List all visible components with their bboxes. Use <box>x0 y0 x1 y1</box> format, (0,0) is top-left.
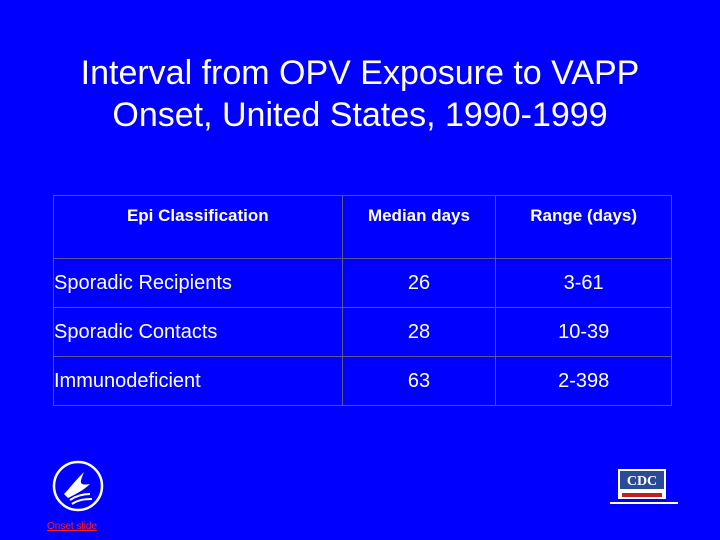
row-median: 26 <box>341 258 497 308</box>
header-range-days: Range (days) <box>495 195 672 259</box>
table-row: Sporadic Recipients 26 3-61 <box>53 258 672 308</box>
header-epi-classification: Epi Classification <box>53 195 343 259</box>
row-classification: Sporadic Contacts <box>53 307 343 357</box>
table-row: Sporadic Contacts 28 10-39 <box>53 307 672 357</box>
row-median: 63 <box>341 356 497 406</box>
row-classification: Sporadic Recipients <box>53 258 343 308</box>
row-range: 3-61 <box>495 258 672 308</box>
slide-title-line-2: Onset, United States, 1990-1999 <box>112 96 608 134</box>
slide-title-line-1: Interval from OPV Exposure to VAPP <box>80 54 640 92</box>
cdc-logo-icon: CDC <box>610 469 678 504</box>
cdc-logo-text: CDC <box>627 474 657 489</box>
onset-slide-link[interactable]: Onset slide <box>47 521 98 532</box>
slide-title: Interval from OPV Exposure to VAPP Onset… <box>20 52 700 136</box>
table-header-row: Epi Classification Median days Range (da… <box>53 195 672 259</box>
row-median: 28 <box>341 307 497 357</box>
table-row: Immunodeficient 63 2-398 <box>53 356 672 406</box>
hhs-eagle-logo-icon <box>52 460 104 512</box>
data-table: Epi Classification Median days Range (da… <box>53 195 672 406</box>
row-classification: Immunodeficient <box>53 356 343 406</box>
row-range: 10-39 <box>495 307 672 357</box>
header-median-days: Median days <box>341 195 497 259</box>
row-range: 2-398 <box>495 356 672 406</box>
